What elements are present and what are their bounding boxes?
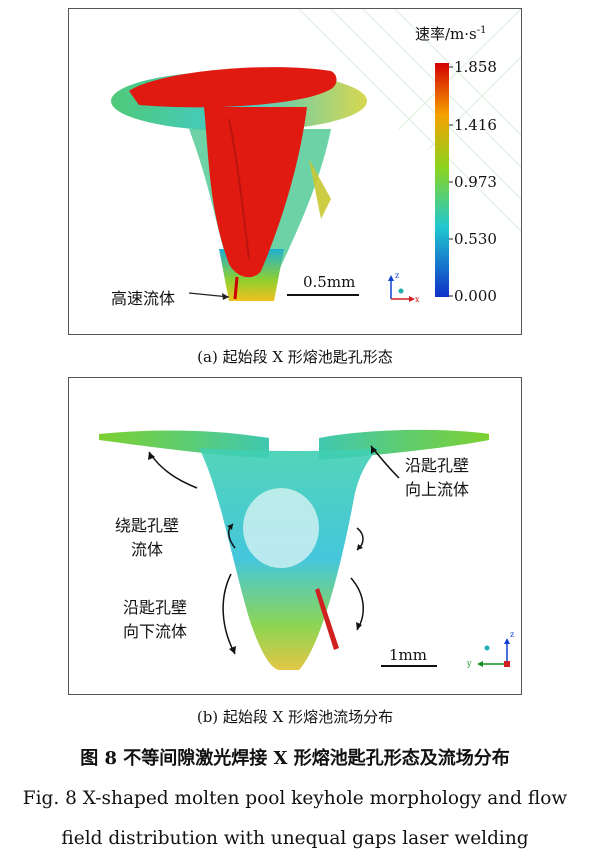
velocity-vector-field — [99, 429, 489, 670]
colorbar-tick-max: 1.858 — [454, 58, 497, 76]
colorbar-tick-min: 0.000 — [454, 287, 497, 305]
scale-bar-label: 0.5mm — [303, 273, 356, 291]
flow-arrowheads — [148, 446, 377, 654]
colorbar-title-exponent: -1 — [476, 25, 487, 36]
upward-flow-label-line1: 沿匙孔壁 — [405, 456, 470, 475]
upward-flow-label-line2: 向上流体 — [405, 480, 470, 499]
downward-flow-label: 沿匙孔壁 向下流体 — [123, 596, 187, 644]
axis-triad — [388, 275, 415, 302]
flow-field-plot — [99, 429, 510, 670]
upward-flow-label: 沿匙孔壁 向上流体 — [405, 454, 469, 502]
panel-b-caption: (b) 起始段 X 形熔池流场分布 — [196, 708, 394, 726]
downward-flow-label-line2: 向下流体 — [123, 622, 188, 641]
axis-label-z: z — [510, 630, 515, 639]
axis-label-z: z — [395, 271, 400, 280]
scale-bar-label: 1mm — [389, 646, 427, 664]
axis-label-x: x — [415, 295, 420, 304]
high-speed-flow-label: 高速流体 — [111, 289, 176, 308]
figure-title-english-line2: field distribution with unequal gaps las… — [61, 828, 529, 849]
panel-a: 速率/m·s-1 1.858 1.416 0.973 0.530 0.000 高… — [68, 8, 522, 335]
annotation-leader-arrow — [188, 292, 230, 298]
around-wall-flow-label-line2: 流体 — [131, 540, 164, 559]
colorbar-title: 速率/m·s-1 — [415, 23, 487, 44]
colorbar-tick-2: 1.416 — [454, 116, 497, 134]
axis-triad — [477, 638, 510, 667]
high-speed-flow-arrow — [233, 276, 239, 300]
colorbar — [435, 63, 449, 297]
colorbar-tick-4: 0.530 — [454, 230, 497, 248]
figure-title-chinese: 图 8 不等间隙激光焊接 X 形熔池匙孔形态及流场分布 — [80, 748, 510, 769]
panel-b: 沿匙孔壁 向上流体 绕匙孔壁 流体 沿匙孔壁 向下流体 1mm z y — [68, 377, 522, 695]
colorbar-ticks — [449, 66, 453, 297]
downward-flow-label-line1: 沿匙孔壁 — [123, 598, 188, 617]
keyhole-surface — [129, 67, 337, 278]
keyhole-morphology-plot — [111, 9, 521, 302]
colorbar-tick-3: 0.973 — [454, 173, 497, 191]
around-wall-flow-label: 绕匙孔壁 流体 — [115, 514, 179, 562]
axis-label-y: y — [467, 659, 472, 668]
colorbar-title-text: 速率/m·s — [415, 25, 477, 43]
around-wall-flow-label-line1: 绕匙孔壁 — [115, 516, 180, 535]
panel-a-caption: (a) 起始段 X 形熔池匙孔形态 — [197, 348, 393, 366]
figure-title-english-line1: Fig. 8 X-shaped molten pool keyhole morp… — [22, 788, 568, 809]
